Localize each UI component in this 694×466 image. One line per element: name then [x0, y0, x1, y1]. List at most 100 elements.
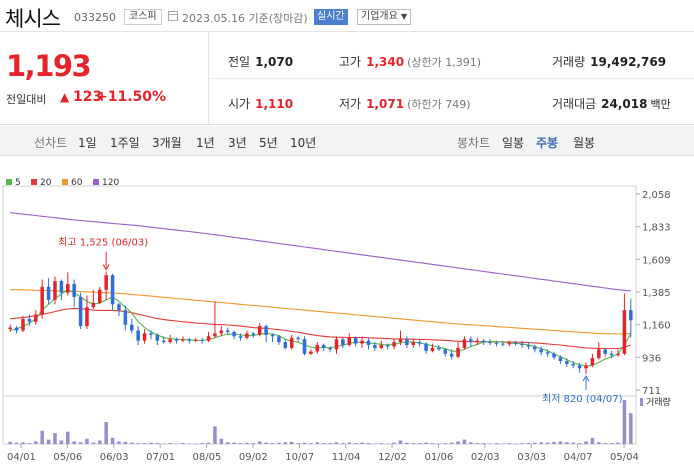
stat-label: 거래량: [552, 55, 586, 69]
y-tick-label: 711: [642, 386, 661, 397]
candle-body: [366, 340, 371, 346]
tab-1w[interactable]: 1주일: [110, 136, 140, 150]
realtime-button[interactable]: 실시간: [314, 9, 348, 25]
stat-value: 24,018: [601, 97, 648, 111]
candle-body: [545, 352, 550, 354]
legend-label: 20: [40, 178, 52, 188]
volume-bar: [565, 442, 569, 444]
tab-3m[interactable]: 3개월: [152, 136, 182, 150]
candle-body: [417, 342, 422, 344]
volume-bar: [225, 442, 230, 444]
candle-body: [405, 339, 409, 346]
candle-body: [309, 351, 313, 354]
current-price: 1,193: [6, 49, 92, 83]
candle-body: [411, 342, 416, 346]
volume-bar: [85, 438, 89, 444]
stat-open: 시가 1,110: [228, 95, 293, 112]
candle-body: [437, 347, 441, 350]
candle-body: [193, 339, 198, 341]
volume-bar: [270, 443, 275, 444]
volume-bar: [443, 443, 448, 444]
x-tick-label: 12/02: [378, 452, 407, 463]
candle-body: [334, 339, 339, 350]
company-overview-button[interactable]: 기업개요 ▼: [357, 9, 412, 25]
candle-body: [507, 342, 511, 345]
candle-body: [155, 334, 160, 341]
volume-bar: [469, 442, 473, 444]
stock-chart[interactable]: 5 20 60 120 2,058 1,833 1,609 1,385 1,160 936 711 최…: [0, 172, 694, 466]
candle-body: [174, 339, 179, 341]
volume-bar: [417, 443, 422, 444]
candle-body: [264, 326, 268, 335]
y-tick-label: 1,160: [642, 321, 671, 332]
x-tick-label: 02/03: [471, 452, 500, 463]
volume-bar: [456, 441, 460, 444]
legend-swatch: [6, 179, 12, 185]
candle-body: [302, 339, 307, 354]
tab-monthly[interactable]: 월봉: [573, 136, 596, 150]
volume-bar: [449, 442, 454, 444]
tab-3y[interactable]: 3년: [228, 136, 247, 150]
tab-10y[interactable]: 10년: [290, 136, 317, 150]
volume-bar: [219, 438, 224, 444]
candle-body: [245, 333, 249, 338]
candle-body: [283, 342, 288, 348]
change-percent: +11.50%: [96, 89, 167, 105]
tab-weekly[interactable]: 주봉: [536, 136, 559, 150]
stat-volume: 거래량 19,492,769: [552, 53, 666, 70]
volume-bar: [123, 441, 128, 444]
tab-5y[interactable]: 5년: [259, 136, 278, 150]
candle-body: [200, 339, 204, 341]
y-tick-label: 2,058: [642, 190, 671, 201]
volume-bar: [104, 422, 108, 444]
volume-bar: [46, 439, 51, 444]
tab-1d[interactable]: 1일: [78, 136, 97, 150]
x-tick-label: 04/07: [564, 452, 593, 463]
volume-bar: [597, 442, 601, 444]
candle-body: [91, 302, 96, 308]
candle-body: [449, 353, 454, 357]
volume-bar: [526, 443, 531, 444]
volume-bar: [296, 443, 300, 444]
low-arrow-head: [582, 375, 590, 382]
volume-bar: [558, 441, 563, 444]
divider: [208, 33, 209, 125]
candle-body: [142, 333, 147, 341]
volume-bar: [66, 431, 70, 444]
candle-body: [629, 310, 633, 321]
stat-high: 고가 1,340 (상한가 1,391): [339, 53, 481, 70]
volume-bar: [110, 437, 115, 444]
candle-body: [187, 339, 192, 341]
volume-bar: [200, 443, 204, 444]
stat-label: 고가: [339, 55, 362, 69]
candle-body: [8, 327, 12, 330]
x-tick-label: 01/06: [424, 452, 453, 463]
high-annotation: 최고 1,525 (06/03): [58, 237, 148, 249]
ma60-line: [10, 289, 631, 335]
candle-body: [232, 331, 236, 337]
tab-daily[interactable]: 일봉: [502, 136, 525, 150]
candle-body: [488, 342, 492, 344]
volume-bar: [136, 443, 140, 444]
legend-swatch: [31, 179, 37, 185]
volume-bar: [411, 443, 416, 444]
x-tick-label: 04/01: [7, 452, 36, 463]
stat-label: 저가: [339, 97, 362, 111]
volume-bar: [405, 442, 409, 444]
candle-body: [40, 286, 44, 315]
legend-label: 120: [102, 178, 119, 188]
ma5-line: [10, 289, 632, 367]
volume-bar: [277, 442, 281, 444]
volume-bar: [424, 442, 428, 444]
tab-1y[interactable]: 1년: [196, 136, 215, 150]
candle-body: [59, 281, 64, 293]
volume-bar: [206, 442, 211, 444]
volume-bar: [238, 443, 243, 444]
volume-bar: [430, 443, 435, 444]
candle-body: [66, 283, 70, 293]
candle-body: [373, 345, 377, 348]
stat-low: 저가 1,071 (하한가 749): [339, 95, 471, 112]
volume-bar: [539, 442, 543, 444]
volume-bar: [360, 442, 364, 444]
candle-body: [539, 349, 543, 353]
